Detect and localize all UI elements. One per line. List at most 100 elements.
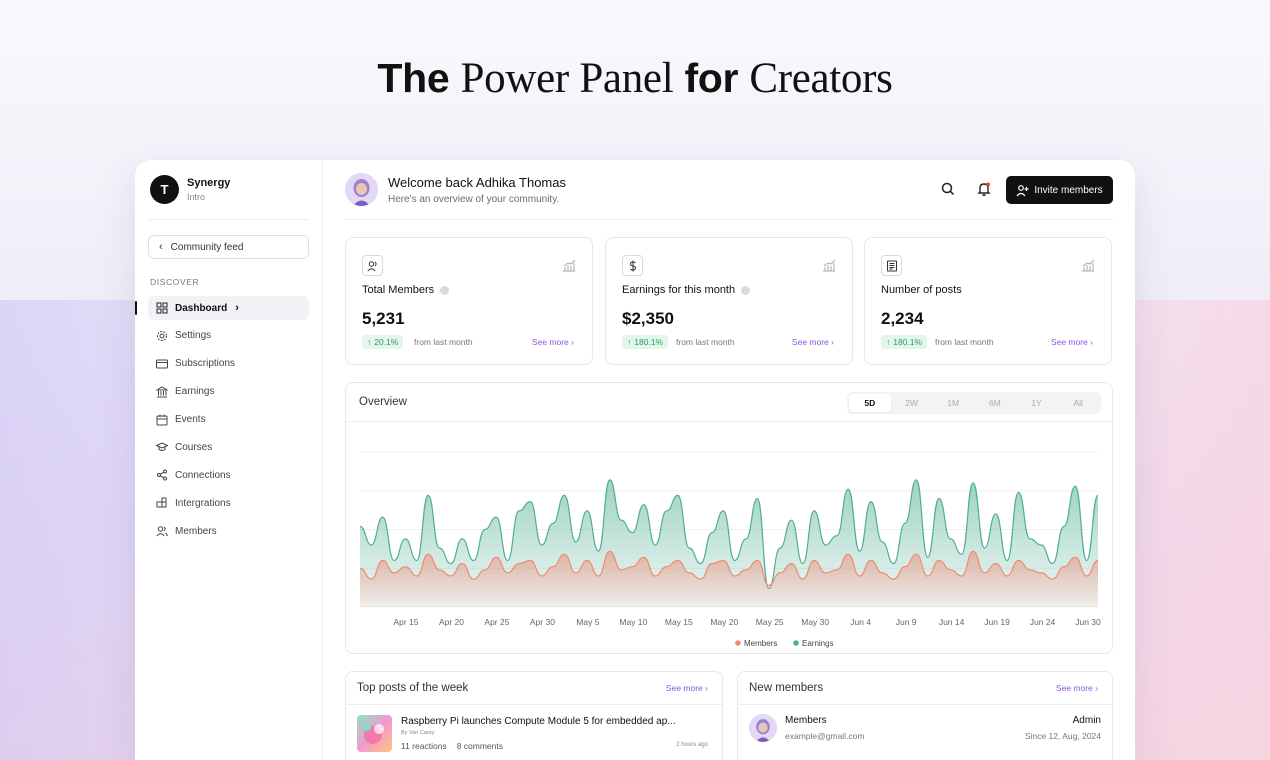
stat-card-earnings: Earnings for this month $2,350 ↑ 180.1% f…: [605, 237, 853, 365]
x-tick-label: May 10: [619, 617, 647, 627]
stat-from-label: from last month: [935, 337, 994, 347]
stat-label-text: Total Members: [362, 284, 435, 296]
trend-chart-icon[interactable]: [822, 258, 836, 272]
bell-icon[interactable]: [976, 181, 992, 197]
member-avatar-image: [749, 714, 777, 742]
sidebar-item-courses[interactable]: Courses: [148, 435, 309, 459]
stat-change-badge: ↑ 180.1%: [881, 335, 928, 349]
post-thumbnail[interactable]: [357, 715, 392, 752]
stat-change-value: 20.1%: [374, 337, 399, 347]
chevron-right-icon: ›: [831, 337, 834, 347]
arrow-up-icon: ↑: [886, 337, 891, 347]
bank-icon: [156, 386, 168, 398]
sidebar-item-label: Settings: [175, 330, 212, 342]
search-icon[interactable]: [940, 181, 956, 197]
post-title[interactable]: Raspberry Pi launches Compute Module 5 f…: [401, 716, 676, 727]
app-window: T Synergy Intro ‹ Community feed DISCOVE…: [135, 160, 1135, 760]
member-avatar[interactable]: [749, 714, 777, 742]
x-tick-label: Jun 30: [1075, 617, 1101, 627]
trend-chart-icon[interactable]: [562, 258, 576, 272]
trend-chart-icon[interactable]: [1081, 258, 1095, 272]
post-reactions: 11 reactions: [401, 741, 447, 751]
brand[interactable]: T Synergy Intro: [150, 175, 230, 204]
stat-from-label: from last month: [676, 337, 735, 347]
x-tick-label: Apr 20: [439, 617, 464, 627]
newspaper-icon: [881, 255, 902, 276]
sidebar-item-label: Intergrations: [175, 497, 231, 509]
legend-label-members: Members: [744, 639, 777, 648]
overview-card: Overview 5D 2W 1M 6M 1Y All Apr 15 Apr 20…: [345, 382, 1113, 654]
arrow-up-icon: ↑: [627, 337, 632, 347]
community-feed-button[interactable]: ‹ Community feed: [148, 235, 309, 259]
invite-members-button[interactable]: Invite members: [1006, 176, 1113, 204]
see-more-link[interactable]: See more ›: [1051, 337, 1093, 347]
card-divider: [346, 704, 722, 705]
avatar-image: [345, 173, 378, 206]
sidebar-item-connections[interactable]: Connections: [148, 463, 309, 487]
stat-label: Total Members: [362, 284, 450, 296]
brand-name: Synergy: [187, 177, 231, 189]
see-more-link[interactable]: See more ›: [792, 337, 834, 347]
post-author: By Van Carey: [401, 730, 435, 736]
member-since: Since 12, Aug, 2024: [1024, 731, 1101, 741]
see-more-label: See more: [1050, 337, 1088, 347]
range-tab-all[interactable]: All: [1073, 398, 1083, 408]
share-icon: [157, 469, 167, 481]
chevron-left-icon: ‹: [159, 241, 163, 253]
grid-icon: [156, 302, 168, 314]
range-tab-1y[interactable]: 1Y: [1031, 398, 1042, 408]
sidebar-item-label: Events: [175, 414, 206, 426]
see-more-link[interactable]: See more ›: [1056, 683, 1098, 693]
sidebar-item-settings[interactable]: Settings: [148, 324, 309, 348]
brand-logo: T: [150, 175, 179, 204]
x-tick-label: May 5: [576, 617, 599, 627]
sidebar-item-integrations[interactable]: Intergrations: [148, 491, 309, 515]
x-tick-label: Jun 9: [896, 617, 917, 627]
range-tab-1m[interactable]: 1M: [947, 398, 960, 408]
stat-label: Earnings for this month: [622, 284, 751, 296]
overview-chart: Apr 15 Apr 20 Apr 25 Apr 30 May 5 May 10 May 1…: [359, 451, 1101, 648]
main-content: Welcome back Adhika Thomas Here's an ove…: [323, 160, 1135, 760]
stat-value: 5,231: [362, 309, 405, 328]
sidebar-item-earnings[interactable]: Earnings: [148, 380, 309, 404]
hero-title: The Power Panel for Creators: [0, 54, 1270, 103]
community-feed-label: Community feed: [170, 241, 244, 253]
arrow-up-icon: ↑: [367, 337, 372, 347]
sidebar-item-dashboard[interactable]: Dashboard ›: [135, 296, 309, 320]
sidebar-item-subscriptions[interactable]: Subscriptions: [148, 352, 309, 376]
range-tab-6m[interactable]: 6M: [988, 398, 1001, 408]
stat-label-text: Earnings for this month: [622, 284, 736, 296]
post-thumbnail-art: [363, 723, 384, 744]
see-more-label: See more: [531, 337, 569, 347]
stat-from-label: from last month: [414, 337, 473, 347]
brand-sub: Intro: [187, 192, 206, 202]
avatar[interactable]: [345, 173, 378, 206]
chevron-right-icon: ›: [235, 302, 239, 314]
sidebar-item-members[interactable]: Members: [148, 519, 309, 543]
sidebar-item-label: Courses: [175, 441, 213, 453]
brand-text: Synergy Intro: [187, 177, 230, 202]
hero-word-for: for: [684, 55, 739, 101]
info-icon[interactable]: [741, 285, 751, 295]
stat-card-posts: Number of posts 2,234 ↑ 180.1% from last …: [864, 237, 1112, 365]
see-more-label: See more: [1055, 683, 1093, 693]
sidebar-item-label: Members: [175, 525, 217, 537]
see-more-link[interactable]: See more ›: [532, 337, 574, 347]
sidebar-item-events[interactable]: Events: [148, 408, 309, 432]
new-members-card: New members See more › Members example@g…: [737, 671, 1113, 760]
info-icon[interactable]: [440, 285, 450, 295]
users-icon: [156, 526, 168, 537]
x-tick-label: May 20: [710, 617, 738, 627]
member-role: Admin: [1072, 715, 1101, 726]
x-tick-label: Jun 14: [939, 617, 965, 627]
hero-word-power-panel: Power Panel: [460, 55, 674, 102]
x-tick-label: Jun 19: [984, 617, 1010, 627]
legend-swatch-earnings: [793, 640, 799, 646]
header-divider: [345, 219, 1113, 220]
x-tick-label: Apr 25: [484, 617, 509, 627]
range-tab-2w[interactable]: 2W: [905, 398, 918, 408]
see-more-link[interactable]: See more ›: [666, 683, 708, 693]
top-posts-card: Top posts of the week See more › Raspber…: [345, 671, 723, 760]
range-tab-5d[interactable]: 5D: [849, 394, 891, 412]
card-icon: [156, 359, 168, 369]
